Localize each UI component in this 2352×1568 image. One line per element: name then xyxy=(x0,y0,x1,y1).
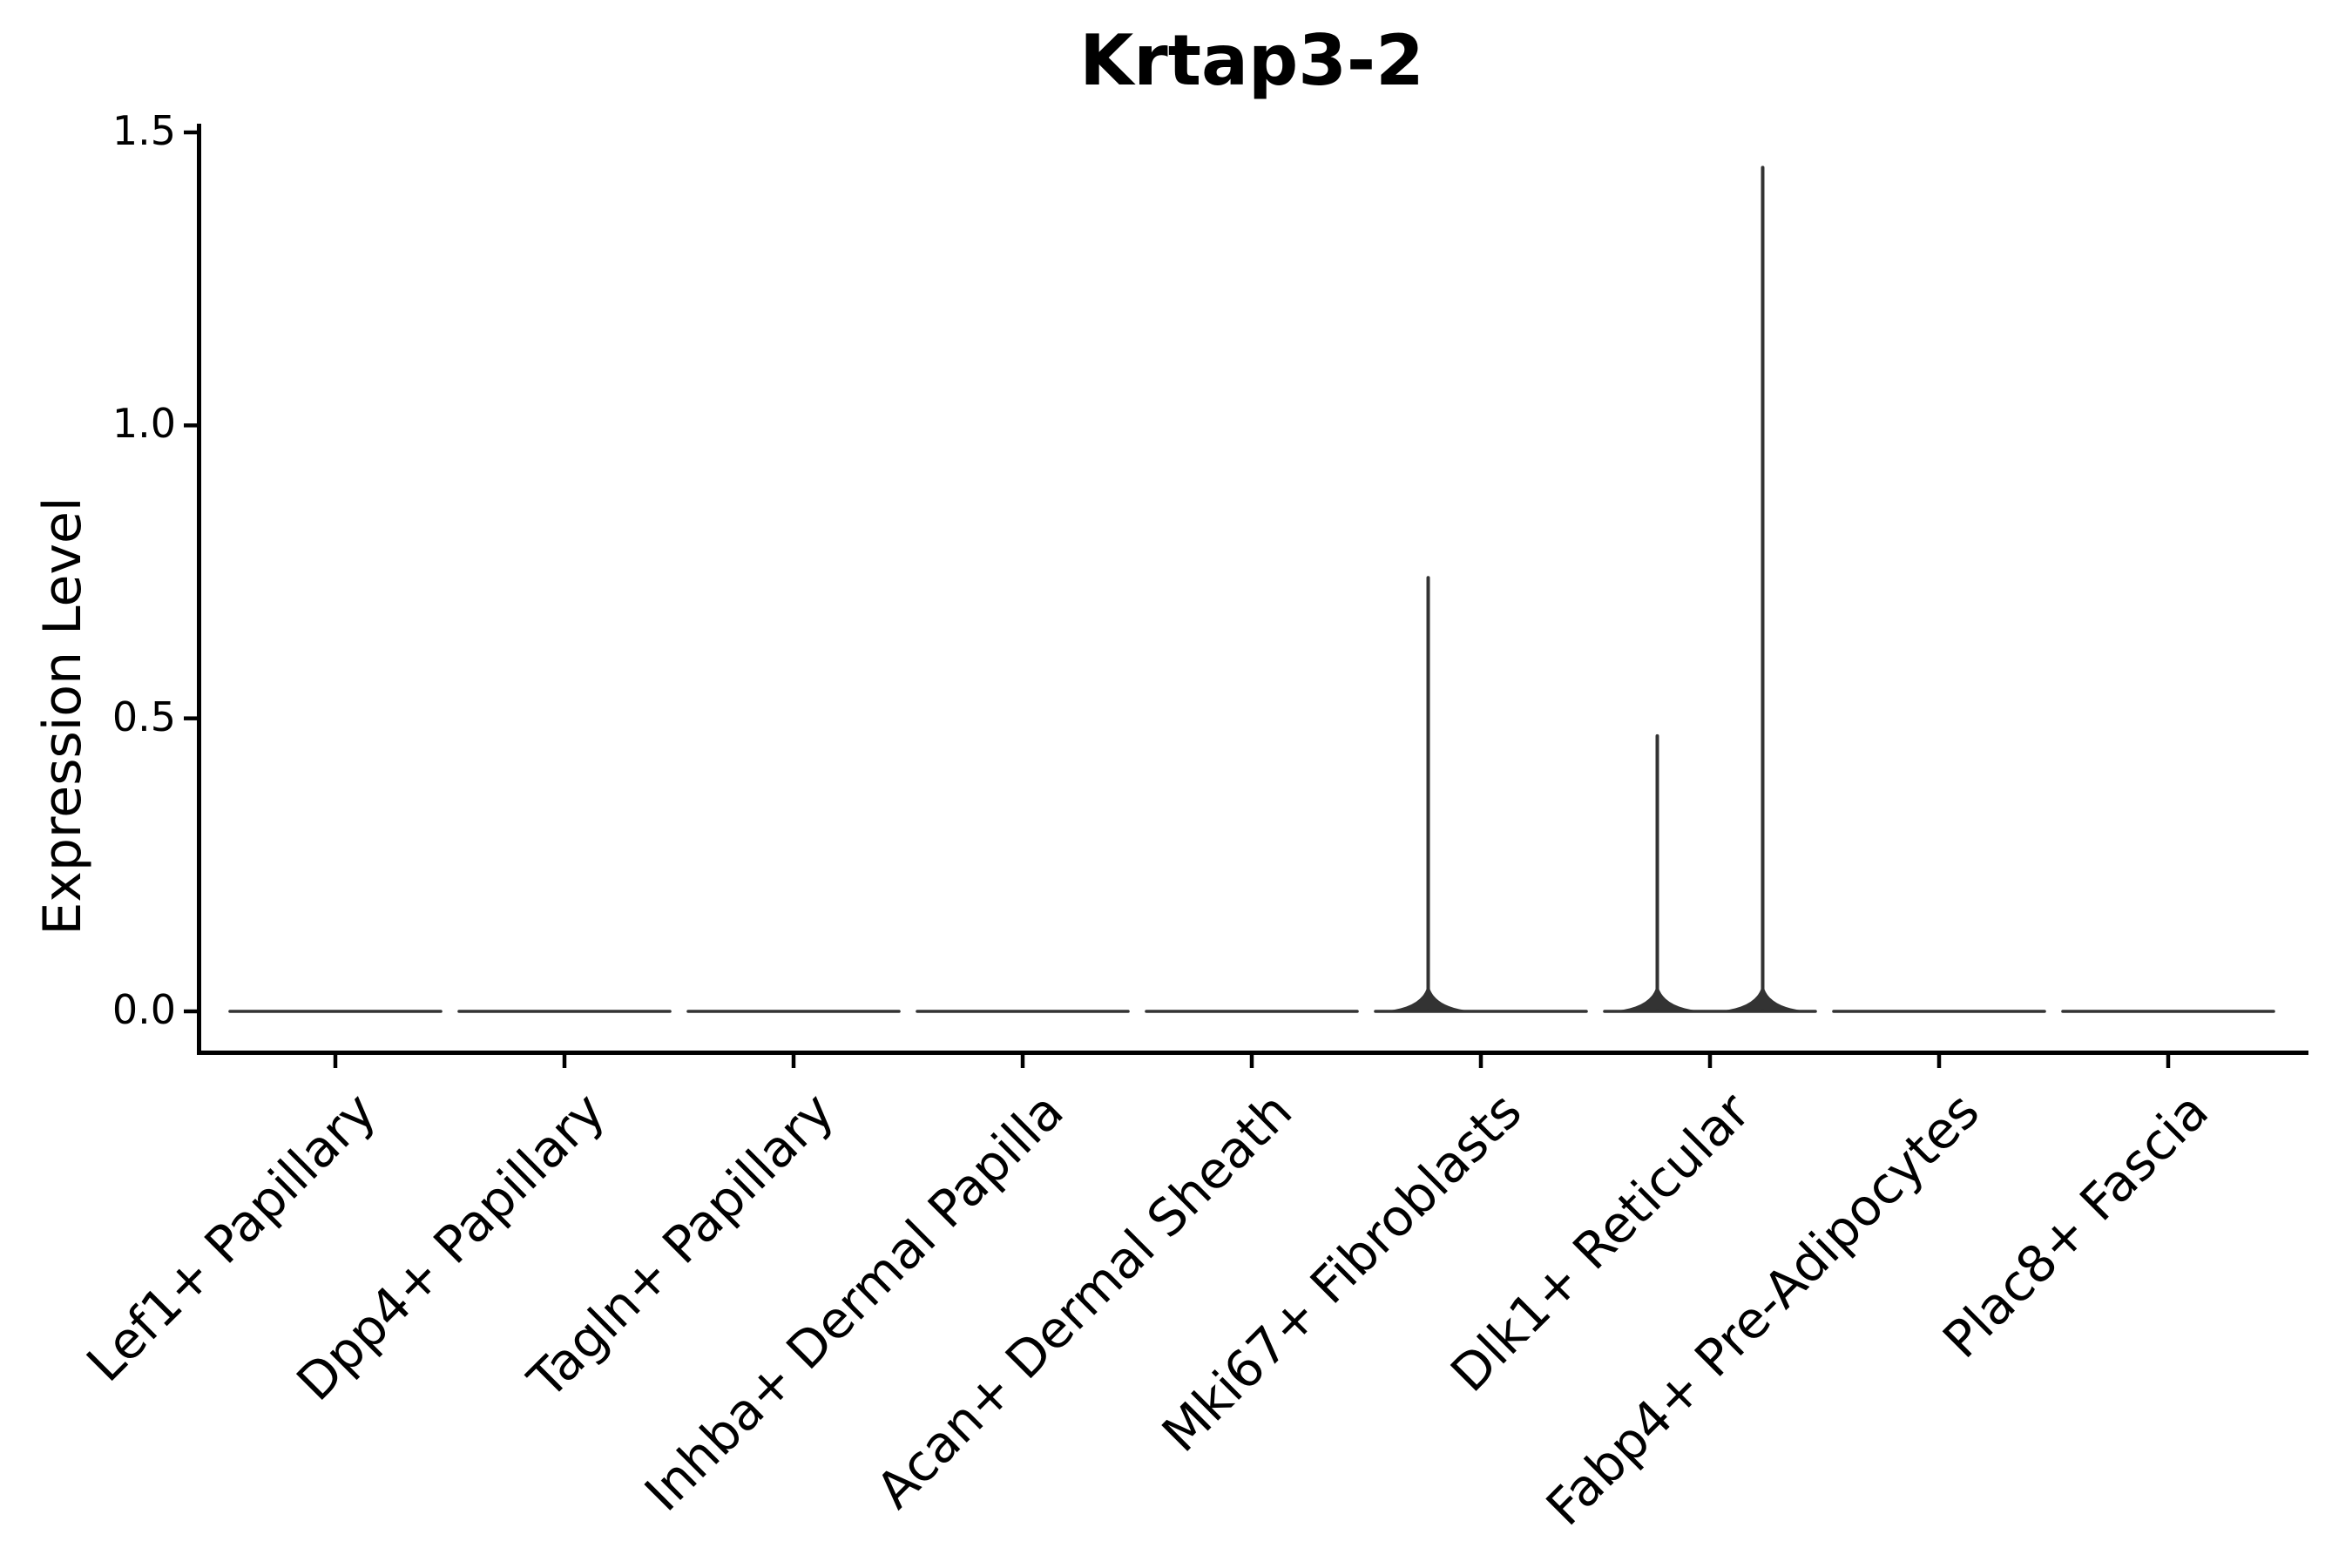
y-tick-label: 0.5 xyxy=(112,693,176,740)
y-tick-label: 0.0 xyxy=(112,986,176,1034)
plot-title: Krtap3-2 xyxy=(1079,20,1424,101)
y-tick-label: 1.5 xyxy=(112,107,176,155)
y-tick-label: 1.0 xyxy=(112,400,176,448)
